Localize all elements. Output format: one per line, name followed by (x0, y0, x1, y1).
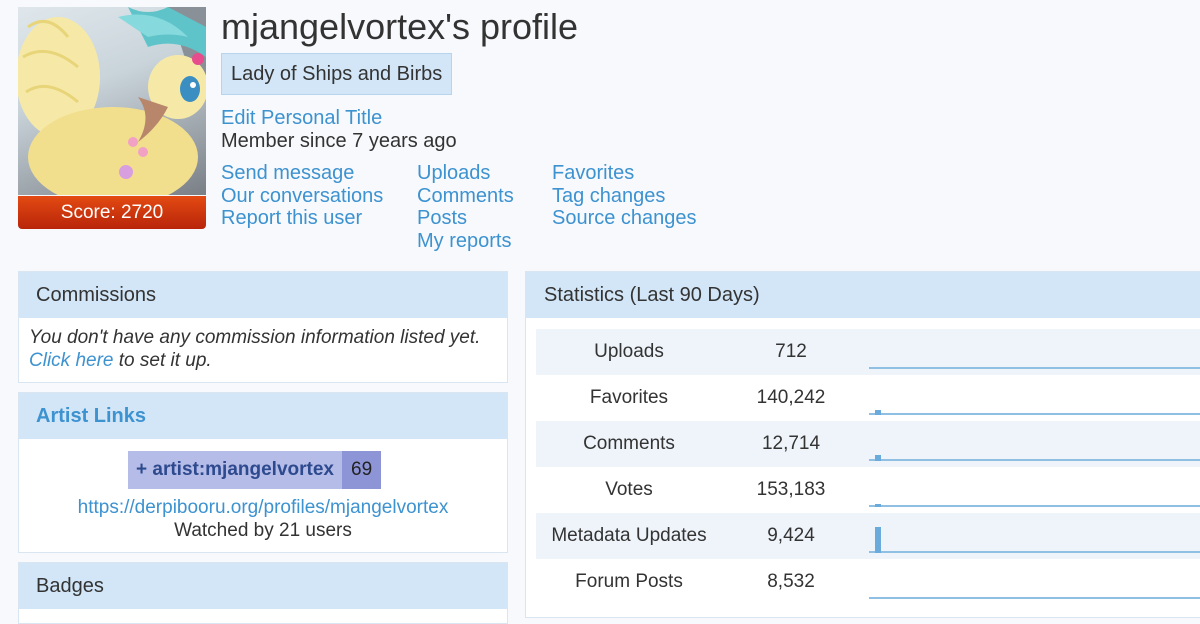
source-changes-link[interactable]: Source changes (552, 207, 697, 229)
stat-sparkline (869, 559, 1200, 605)
stat-name: Favorites (589, 387, 669, 408)
profile-links-col1: Send message Our conversations Report th… (221, 162, 383, 230)
commissions-heading: Commissions (19, 272, 507, 318)
stat-name: Votes (605, 479, 653, 500)
stat-name: Uploads (594, 341, 664, 362)
statistics-table: Uploads 712 Favorites 140,242 Comments 12,714… (536, 329, 1200, 605)
artist-profile-url[interactable]: https://derpibooru.org/profiles/mjangelv… (77, 497, 449, 518)
sparkline-baseline (869, 367, 1200, 369)
favorites-link[interactable]: Favorites (552, 162, 635, 184)
sparkline-bar (875, 410, 881, 415)
posts-link[interactable]: Posts (417, 207, 468, 229)
stat-sparkline (869, 329, 1200, 375)
score-badge: Score: 2720 (18, 196, 206, 229)
send-message-link[interactable]: Send message (221, 162, 355, 184)
member-since: Member since 7 years ago (221, 130, 457, 152)
stat-value: 8,532 (767, 571, 815, 592)
stat-sparkline (869, 467, 1200, 513)
stat-sparkline (869, 513, 1200, 559)
sparkline-bar (875, 455, 881, 461)
commissions-block: Commissions You don't have any commissio… (18, 271, 508, 383)
sparkline-baseline (869, 413, 1200, 415)
stat-name: Comments (583, 433, 675, 454)
stat-sparkline (869, 375, 1200, 421)
badges-heading: Badges (19, 563, 507, 609)
profile-links-col2: Uploads Comments Posts My reports (417, 162, 514, 252)
uploads-link[interactable]: Uploads (417, 162, 491, 184)
stat-name: Forum Posts (575, 571, 683, 592)
sparkline-baseline (869, 597, 1200, 599)
my-reports-link[interactable]: My reports (417, 229, 512, 252)
watched-by: Watched by 21 users (174, 520, 352, 541)
sparkline-bar (875, 504, 881, 507)
artist-tag[interactable]: + artist:mjangelvortex 69 (128, 451, 382, 489)
tag-changes-link[interactable]: Tag changes (552, 184, 666, 207)
page-title: mjangelvortex's profile (221, 6, 579, 47)
sparkline-baseline (869, 505, 1200, 507)
artist-tag-count: 69 (342, 451, 382, 489)
stat-name: Metadata Updates (551, 525, 707, 546)
stat-row: Votes 153,183 (536, 467, 1200, 513)
stat-value: 9,424 (767, 525, 815, 546)
sparkline-bar (875, 527, 881, 553)
artist-links-block: Artist Links + artist:mjangelvortex 69 h… (18, 392, 508, 553)
commissions-setup-link[interactable]: Click here (29, 350, 114, 371)
commissions-setup-suffix: to set it up. (113, 350, 212, 371)
stat-value: 153,183 (756, 479, 826, 500)
edit-personal-title-link[interactable]: Edit Personal Title (221, 107, 383, 129)
stat-value: 712 (775, 341, 807, 362)
artist-tag-name[interactable]: + artist:mjangelvortex (128, 451, 342, 489)
our-conversations-link[interactable]: Our conversations (221, 184, 384, 207)
stat-row: Forum Posts 8,532 (536, 559, 1200, 605)
sparkline-baseline (869, 551, 1200, 553)
commissions-text: You don't have any commission informatio… (19, 318, 507, 380)
avatar[interactable] (18, 7, 206, 195)
profile-links-col3: Favorites Tag changes Source changes (552, 162, 697, 230)
statistics-heading: Statistics (Last 90 Days) (526, 272, 1200, 318)
stat-value: 140,242 (756, 387, 826, 408)
stat-row: Metadata Updates 9,424 (536, 513, 1200, 559)
stat-value: 12,714 (761, 433, 821, 454)
stat-sparkline (869, 421, 1200, 467)
stat-row: Uploads 712 (536, 329, 1200, 375)
sparkline-baseline (869, 459, 1200, 461)
commissions-empty-text: You don't have any commission informatio… (29, 327, 481, 348)
artist-links-heading: Artist Links (19, 393, 507, 439)
statistics-block: Statistics (Last 90 Days) Uploads 712 Favo… (525, 271, 1200, 618)
comments-link[interactable]: Comments (417, 184, 514, 207)
report-user-link[interactable]: Report this user (221, 207, 363, 229)
stat-row: Comments 12,714 (536, 421, 1200, 467)
personal-title: Lady of Ships and Birbs (221, 53, 453, 95)
stat-row: Favorites 140,242 (536, 375, 1200, 421)
badges-block: Badges (18, 562, 508, 624)
